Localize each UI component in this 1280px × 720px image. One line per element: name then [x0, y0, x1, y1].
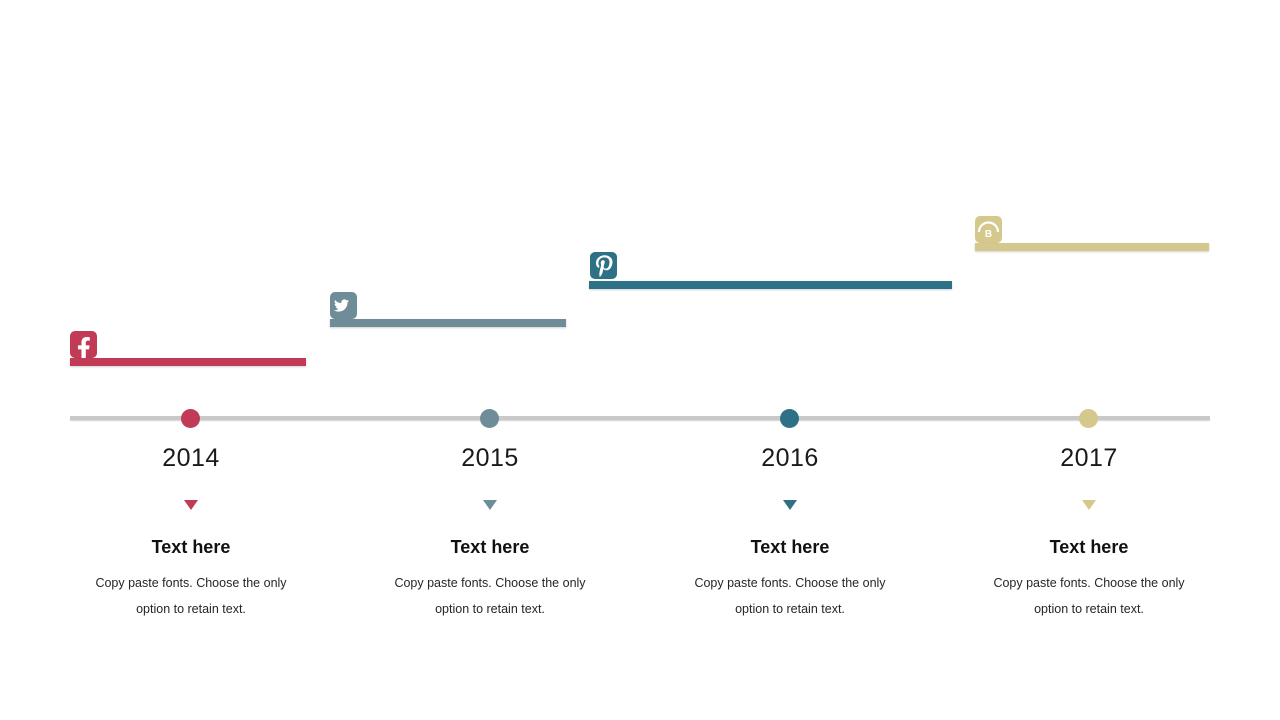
- letter-b-arc-glyph: B: [977, 221, 1000, 240]
- facebook-f-glyph: [77, 337, 90, 358]
- milestone-column-2014: 2014 Text here Copy paste fonts. Choose …: [41, 440, 341, 622]
- pinterest-icon: [590, 252, 617, 279]
- description-line: option to retain text.: [136, 602, 246, 616]
- milestone-bar-2015: [330, 319, 566, 327]
- milestone-title: Text here: [1049, 537, 1129, 557]
- milestone-column-2017: 2017 Text here Copy paste fonts. Choose …: [939, 440, 1239, 622]
- timeline-dot-2014: [181, 409, 200, 428]
- description-line: option to retain text.: [735, 602, 845, 616]
- milestone-column-2016: 2016 Text here Copy paste fonts. Choose …: [640, 440, 940, 622]
- facebook-icon: [70, 331, 97, 358]
- timeline-axis: [70, 416, 1210, 420]
- milestone-title: Text here: [750, 537, 830, 557]
- timeline-dot-2016: [780, 409, 799, 428]
- down-triangle-icon: [783, 500, 797, 510]
- milestone-column-2015: 2015 Text here Copy paste fonts. Choose …: [340, 440, 640, 622]
- twitter-icon: [330, 292, 357, 319]
- year-label: 2015: [461, 444, 519, 472]
- timeline-dot-2017: [1079, 409, 1098, 428]
- down-triangle-icon: [1082, 500, 1096, 510]
- description-line: Copy paste fonts. Choose the only: [694, 576, 886, 590]
- milestone-title: Text here: [151, 537, 231, 557]
- description-line: option to retain text.: [1034, 602, 1144, 616]
- milestone-description: Copy paste fonts. Choose the only option…: [640, 570, 940, 622]
- milestone-bar-2016: [589, 281, 952, 289]
- milestone-bar-2014: [70, 358, 306, 366]
- svg-text:B: B: [985, 229, 992, 240]
- milestone-title: Text here: [450, 537, 530, 557]
- year-label: 2014: [162, 444, 220, 472]
- description-line: Copy paste fonts. Choose the only: [394, 576, 586, 590]
- milestone-description: Copy paste fonts. Choose the only option…: [41, 570, 341, 622]
- description-line: Copy paste fonts. Choose the only: [95, 576, 287, 590]
- down-triangle-icon: [483, 500, 497, 510]
- milestone-description: Copy paste fonts. Choose the only option…: [340, 570, 640, 622]
- milestone-bar-2017: [975, 243, 1209, 251]
- timeline-dot-2015: [480, 409, 499, 428]
- milestone-description: Copy paste fonts. Choose the only option…: [939, 570, 1239, 622]
- description-line: option to retain text.: [435, 602, 545, 616]
- down-triangle-icon: [184, 500, 198, 510]
- year-label: 2017: [1060, 444, 1118, 472]
- year-label: 2016: [761, 444, 819, 472]
- letter-b-arc-icon: B: [975, 216, 1002, 243]
- pinterest-p-glyph: [596, 255, 613, 277]
- description-line: Copy paste fonts. Choose the only: [993, 576, 1185, 590]
- twitter-bird-glyph: [334, 299, 349, 312]
